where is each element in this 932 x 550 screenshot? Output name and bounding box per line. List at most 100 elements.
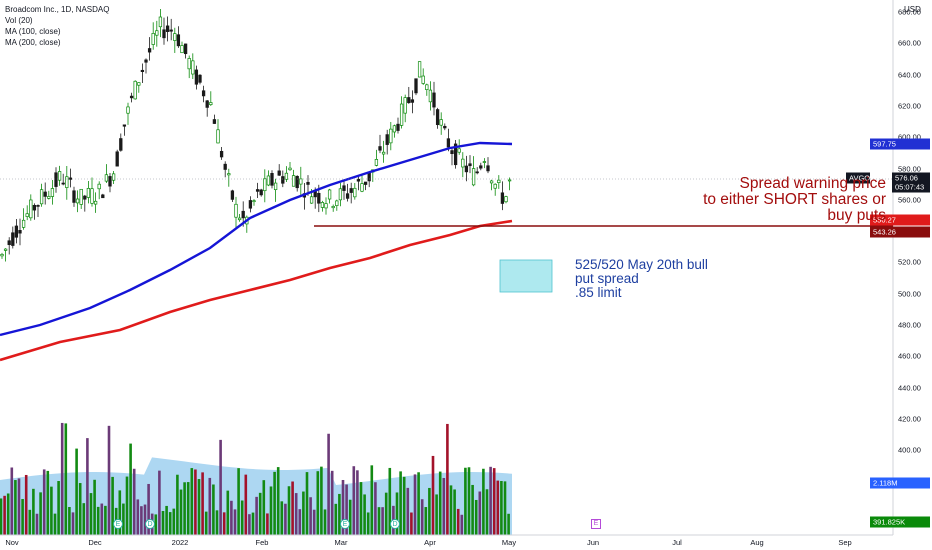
candle-body [378,146,382,151]
candle-body [18,230,22,234]
candle-body [169,29,173,32]
candle-body [230,190,235,200]
time-tick: Mar [334,538,348,547]
time-tick: Nov [5,538,19,547]
candle-body [263,178,267,192]
spread-box [499,259,553,293]
candle-body [133,80,137,100]
candle-body [205,100,209,108]
event-marker[interactable]: E [340,519,350,529]
candle-body [324,203,328,209]
candle-body [183,43,188,55]
volume-bar [334,503,338,535]
volume-bar [89,493,93,535]
legend-ma200[interactable]: MA (200, close) [5,38,61,47]
candle-body [353,187,357,198]
volume-bar [395,492,399,535]
currency-label[interactable]: USD [904,5,921,14]
volume-bar [345,484,348,535]
volume-bar [269,486,273,535]
candle-body [277,170,281,176]
volume-bar [503,481,507,535]
badge-ma200: 550.27 [870,214,930,226]
candle-body [108,176,112,187]
volume-bar [3,495,6,535]
volume-bar [312,509,316,535]
candle-body [248,200,253,209]
candle-body [389,128,393,144]
price-tick: 680.00 [898,7,921,17]
volume-bar [280,501,284,535]
candle-body [464,165,469,173]
volume-bar [327,433,330,535]
candle-body [191,60,195,75]
candle-body [47,196,51,199]
spread-line-2: put spread [575,271,639,286]
volume-bar [78,483,82,535]
volume-bar [410,512,413,535]
volume-bar [478,491,482,535]
candle-body [176,34,181,47]
candle-body [461,158,465,168]
volume-bar [402,476,406,535]
volume-bar [53,513,57,535]
volume-bar [165,505,168,535]
candle-body [439,119,443,126]
volume-bar [46,470,50,535]
candle-body [450,150,454,154]
candle-body [144,59,148,63]
volume-bar [489,466,492,535]
volume-bar [507,513,510,535]
volume-bar [57,481,60,535]
candle-body [72,190,76,203]
candle-body [32,204,37,211]
candle-body [259,189,263,196]
volume-bar [176,474,179,535]
volume-bar [172,508,176,535]
candle-body [61,182,65,185]
volume-bar [294,493,298,535]
volume-bar [248,514,251,535]
spread-line-3: .85 limit [575,285,622,300]
spread-note[interactable]: 525/520 May 20th bull put spread .85 lim… [575,258,708,300]
candle-body [126,106,130,114]
candle-body [403,97,407,114]
time-tick: May [501,538,517,547]
spread-line-1: 525/520 May 20th bull [575,257,708,272]
warning-note[interactable]: Spread warning price to either SHORT sha… [703,176,886,224]
volume-bar [39,492,42,535]
candle-body [255,189,260,192]
price-tick: 580.00 [898,164,921,173]
candle-body [90,188,94,204]
candle-body [500,192,505,204]
volume-bar [453,489,456,535]
volume-bar [464,467,467,535]
candle-body [385,134,389,145]
volume-bar [140,506,143,535]
candle-body [137,82,141,86]
volume-bar [179,489,183,535]
candle-body [374,159,379,166]
candle-body [75,198,80,204]
volume-bar [75,448,78,535]
volume-bar [381,507,384,535]
volume-bar [197,479,201,535]
legend-ma100[interactable]: MA (100, close) [5,27,61,36]
candle-body [295,175,299,189]
volume-bar [129,443,132,535]
legend-vol[interactable]: Vol (20) [5,16,33,25]
volume-bar [244,474,248,535]
event-marker[interactable]: E [591,519,601,529]
volume-bar [320,466,323,535]
volume-bar [122,503,125,535]
volume-bar [251,512,255,535]
volume-bar [204,511,208,535]
candle-body [140,69,145,73]
event-marker[interactable]: D [145,519,155,529]
volume-bar [230,500,233,535]
volume-bar [366,512,370,535]
event-marker[interactable]: D [390,519,400,529]
event-marker[interactable]: E [113,519,123,529]
